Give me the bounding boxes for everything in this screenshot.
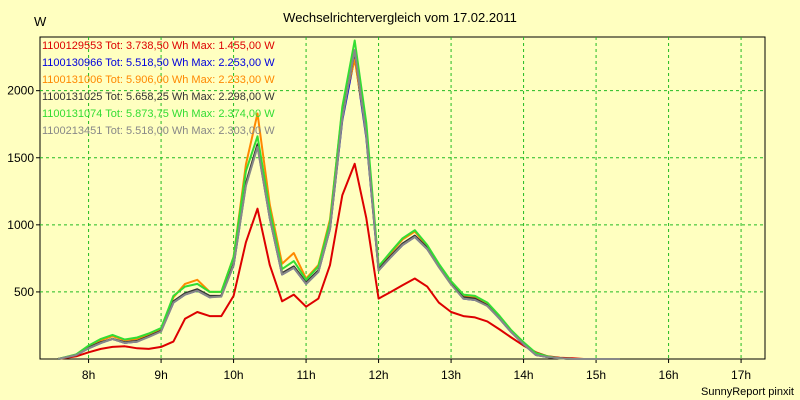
y-tick-label: 2000 xyxy=(7,84,34,98)
legend-entry: 1100129553 Tot: 3.738,50 Wh Max: 1.455,0… xyxy=(42,40,275,52)
y-tick-label: 1000 xyxy=(7,218,34,232)
series-line-1100213451 xyxy=(57,49,620,360)
legend-entry: 1100131074 Tot: 5.873,75 Wh Max: 2.374,0… xyxy=(42,108,275,120)
legend-entry: 1100131006 Tot: 5.906,00 Wh Max: 2.233,0… xyxy=(42,74,275,86)
plot-frame xyxy=(39,36,766,360)
x-tick-label: 11h xyxy=(297,368,316,382)
chart-title: Wechselrichtervergleich vom 17.02.2011 xyxy=(283,10,517,25)
series-line-1100129553 xyxy=(57,162,620,360)
legend-entry: 1100130966 Tot: 5.518,50 Wh Max: 2.253,0… xyxy=(42,57,275,69)
y-tick-label: 1500 xyxy=(7,151,34,165)
x-tick-label: 14h xyxy=(514,368,534,382)
footer-credit: SunnyReport pinxit xyxy=(701,386,794,398)
series-line-1100131074 xyxy=(57,39,620,360)
x-tick-label: 13h xyxy=(441,368,461,382)
x-tick-label: 10h xyxy=(224,368,244,382)
legend-entry: 1100131025 Tot: 5.658,25 Wh Max: 2.298,0… xyxy=(42,91,275,103)
y-tick-label: 500 xyxy=(14,285,34,299)
x-tick-label: 8h xyxy=(82,368,95,382)
x-tick-label: 16h xyxy=(659,368,679,382)
y-axis-unit: W xyxy=(34,14,47,29)
legend-entry: 1100213451 Tot: 5.518,00 Wh Max: 2.303,0… xyxy=(42,125,275,137)
x-tick-label: 12h xyxy=(369,368,389,382)
x-tick-label: 9h xyxy=(154,368,167,382)
x-tick-label: 15h xyxy=(586,368,606,382)
x-tick-label: 17h xyxy=(731,368,751,382)
